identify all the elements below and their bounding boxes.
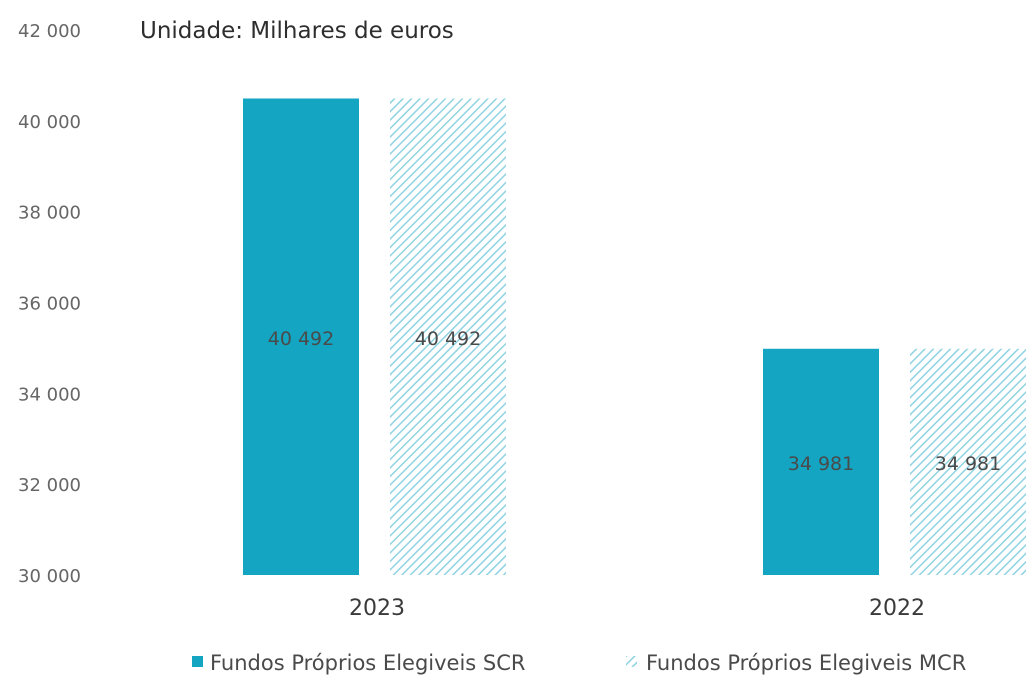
y-tick-label: 38 000 bbox=[18, 203, 81, 224]
legend-swatch-mcr bbox=[626, 656, 637, 667]
y-tick-label: 36 000 bbox=[18, 294, 81, 315]
value-label: 40 492 bbox=[268, 328, 334, 350]
legend-label: Fundos Próprios Elegiveis SCR bbox=[210, 651, 526, 675]
y-tick-label: 40 000 bbox=[18, 112, 81, 133]
category-label: 2023 bbox=[349, 596, 405, 621]
x-axis: 2023 2022 bbox=[349, 596, 925, 621]
chart-title: Unidade: Milhares de euros bbox=[140, 18, 454, 44]
legend: Fundos Próprios Elegiveis SCR Fundos Próp… bbox=[192, 651, 966, 675]
value-label: 40 492 bbox=[415, 328, 481, 350]
y-axis: 30 000 32 000 34 000 36 000 38 000 40 000 42 0… bbox=[18, 21, 81, 587]
bars bbox=[243, 98, 1026, 575]
bar-mcr-2023 bbox=[390, 98, 506, 575]
bar-mcr-2022 bbox=[910, 348, 1026, 575]
value-label: 34 981 bbox=[788, 453, 854, 475]
value-label: 34 981 bbox=[935, 453, 1001, 475]
y-tick-label: 34 000 bbox=[18, 384, 81, 405]
y-tick-label: 32 000 bbox=[18, 475, 81, 496]
bar-scr-2022 bbox=[763, 348, 879, 575]
legend-label: Fundos Próprios Elegiveis MCR bbox=[646, 651, 966, 675]
bar-scr-2023 bbox=[243, 98, 359, 575]
category-label: 2022 bbox=[869, 596, 925, 621]
value-labels: 40 492 40 492 34 981 34 981 bbox=[268, 328, 1001, 475]
y-tick-label: 30 000 bbox=[18, 566, 81, 587]
legend-swatch-scr bbox=[192, 656, 203, 667]
y-tick-label: 42 000 bbox=[18, 21, 81, 42]
